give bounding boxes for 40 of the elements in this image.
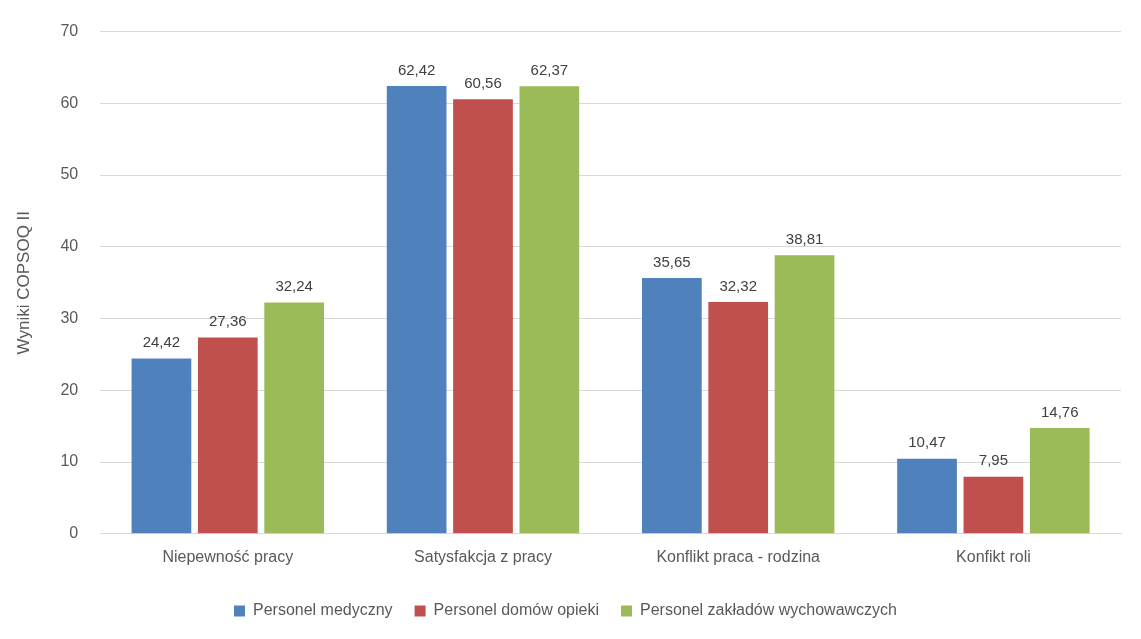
bar xyxy=(963,476,1024,534)
y-tick-label: 50 xyxy=(60,165,79,183)
bar xyxy=(641,278,702,534)
y-axis-title: Wyniki COPSOQ II xyxy=(13,210,33,355)
bar xyxy=(453,99,513,534)
y-tick-label: 20 xyxy=(60,380,79,398)
bar xyxy=(1029,427,1090,534)
legend-label: Personel domów opieki xyxy=(433,601,600,619)
data-label: 7,95 xyxy=(978,451,1008,469)
legend-label: Personel zakładów wychowawczych xyxy=(640,601,898,619)
y-tick-label: 30 xyxy=(60,308,79,326)
data-label: 32,32 xyxy=(719,276,757,294)
bar xyxy=(386,85,447,534)
y-tick-label: 0 xyxy=(69,524,79,542)
x-tick-label: Konflikt praca - rodzina xyxy=(656,547,821,565)
bar xyxy=(264,302,325,534)
data-label: 10,47 xyxy=(908,433,946,451)
y-tick-label: 70 xyxy=(60,22,79,40)
data-label: 32,24 xyxy=(275,277,313,295)
data-label: 62,42 xyxy=(397,60,436,78)
y-tick-label: 40 xyxy=(60,237,79,255)
data-label: 62,37 xyxy=(530,60,569,78)
data-label: 14,76 xyxy=(1040,402,1079,420)
bar xyxy=(708,301,769,534)
bar xyxy=(519,86,580,534)
y-tick-label: 60 xyxy=(60,93,79,111)
x-tick-label: Satysfakcja z pracy xyxy=(414,547,552,565)
x-tick-label: Konfikt roli xyxy=(956,547,1031,565)
data-label: 24,42 xyxy=(142,333,181,351)
data-label: 35,65 xyxy=(653,252,691,270)
data-label: 27,36 xyxy=(209,312,247,330)
data-label: 60,56 xyxy=(464,73,502,91)
bar xyxy=(774,255,835,534)
data-label: 38,81 xyxy=(785,230,824,248)
legend-label: Personel medyczny xyxy=(252,601,393,619)
bar xyxy=(197,337,258,534)
y-tick-label: 10 xyxy=(60,452,79,470)
bar xyxy=(897,458,957,534)
bar xyxy=(131,358,192,534)
x-tick-label: Niepewność pracy xyxy=(162,547,294,565)
